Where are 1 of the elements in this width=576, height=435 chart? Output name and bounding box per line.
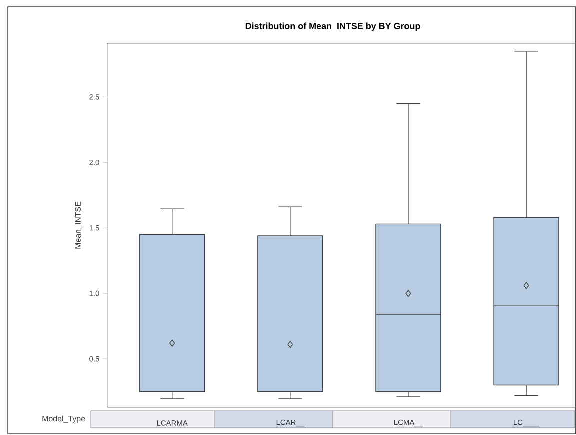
chart-title: Distribution of Mean_INTSE by BY Group xyxy=(246,22,420,32)
